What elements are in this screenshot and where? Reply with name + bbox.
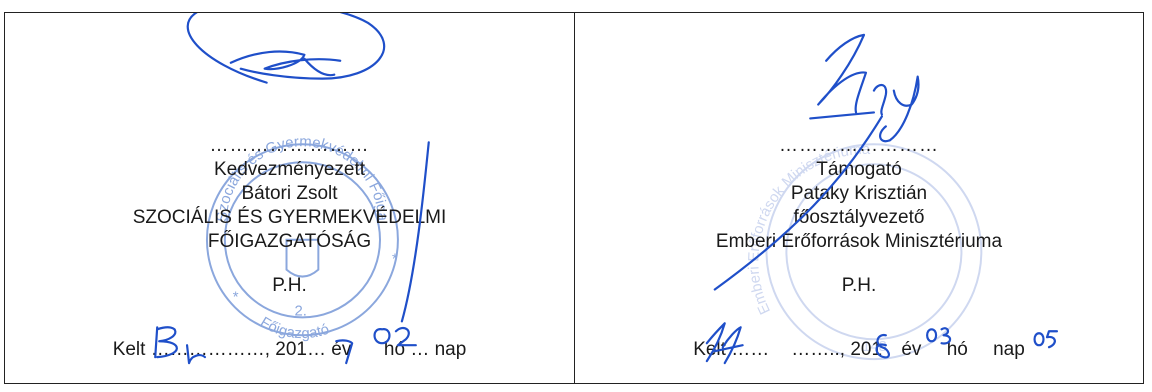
date-line: Kelt ………………, 201… év hó … nap — [5, 339, 574, 361]
place-dots: …… — [150, 339, 189, 360]
date-line: Kelt …… …….., 201 év hó nap — [575, 339, 1143, 361]
organization-name: Emberi Erőforrások Minisztériuma — [715, 231, 1003, 252]
day-label: nap — [993, 339, 1025, 360]
seal-placeholder: P.H. — [841, 275, 877, 296]
date-label: Kelt — [112, 339, 146, 360]
signature-line: …………………… — [209, 135, 370, 156]
signature-line: …………………… — [779, 135, 939, 156]
signer-title: főosztályvezető — [793, 207, 925, 228]
stamp-star-icon: * — [392, 252, 398, 268]
year-prefix: 201 — [275, 339, 307, 360]
day-dots: … — [410, 339, 430, 360]
organization-line-1: SZOCIÁLIS ÉS GYERMEKVÉDELMI — [132, 207, 447, 228]
month-label: hó — [946, 339, 968, 360]
signer-name: Bátori Zsolt — [241, 183, 338, 204]
signer-name: Pataky Krisztián — [790, 183, 928, 204]
beneficiary-signature-block: Szociális és Gyermekvédelmi Főigazgatósá… — [5, 13, 574, 383]
year-prefix: 201 — [850, 339, 883, 360]
handwritten-signature — [809, 33, 920, 143]
month-label: hó — [383, 339, 406, 360]
year-label: év — [901, 339, 922, 360]
place-dots: …….., — [791, 339, 846, 360]
year-label: év — [331, 339, 352, 360]
handwritten-signature — [186, 13, 386, 84]
signature-table: Szociális és Gyermekvédelmi Főigazgatósá… — [4, 12, 1144, 384]
stamp-number: 2. — [294, 303, 306, 319]
day-label: nap — [434, 339, 467, 360]
supporter-signature-block: Emberi Erőforrások Minisztériuma 148 ………… — [574, 13, 1143, 383]
signer-role: Támogató — [816, 159, 902, 180]
seal-placeholder: P.H. — [272, 275, 307, 296]
organization-line-2: FŐIGAZGATÓSÁG — [207, 231, 372, 252]
place-dots: …………, — [188, 339, 270, 360]
year-dots: … — [306, 339, 326, 360]
date-label: Kelt — [693, 339, 726, 360]
place-dots: …… — [731, 339, 770, 360]
signer-role: Kedvezményezett — [213, 159, 366, 180]
